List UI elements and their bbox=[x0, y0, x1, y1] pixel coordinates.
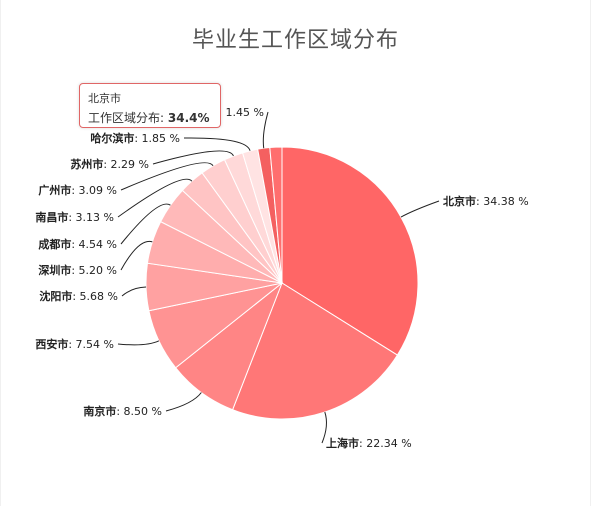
slice-label-3: 西安市: 7.54 % bbox=[35, 337, 114, 351]
leader-line-4 bbox=[121, 286, 147, 297]
pie-slice-12[interactable] bbox=[269, 146, 283, 284]
slice-label-4: 沈阳市: 5.68 % bbox=[39, 289, 118, 303]
leader-line-5 bbox=[120, 240, 153, 271]
slice-label-2: 南京市: 8.50 % bbox=[83, 404, 162, 418]
leader-line-11 bbox=[262, 111, 269, 149]
leader-line-1 bbox=[321, 411, 327, 444]
slice-label-9: 苏州市: 2.29 % bbox=[70, 157, 149, 171]
leader-line-8 bbox=[120, 162, 214, 191]
tooltip-city: 北京市 bbox=[88, 92, 121, 105]
slice-label-6: 成都市: 4.54 % bbox=[38, 237, 117, 251]
tooltip-series-label: 工作区域分布: bbox=[88, 111, 165, 125]
tooltip: 北京市 工作区域分布: 34.4% bbox=[79, 83, 221, 128]
leader-line-6 bbox=[120, 203, 171, 245]
slice-label-7: 南昌市: 3.13 % bbox=[35, 210, 114, 224]
leader-line-0 bbox=[400, 200, 440, 218]
tooltip-row: 工作区域分布: 34.4% bbox=[88, 109, 212, 126]
tooltip-value: 34.4% bbox=[167, 111, 210, 125]
slice-label-5: 深圳市: 5.20 % bbox=[38, 263, 117, 277]
slice-label-1: 上海市: 22.34 % bbox=[326, 436, 412, 450]
slice-label-10: 哈尔滨市: 1.85 % bbox=[90, 131, 180, 145]
leader-line-9 bbox=[152, 150, 234, 165]
slice-label-11: 1.45 % bbox=[226, 106, 264, 119]
chart-title: 毕业生工作区域分布 bbox=[191, 28, 399, 53]
leader-line-10 bbox=[183, 137, 251, 152]
slice-label-8: 广州市: 3.09 % bbox=[38, 183, 117, 197]
slice-label-0: 北京市: 34.38 % bbox=[443, 194, 529, 208]
leader-line-7 bbox=[117, 178, 193, 218]
leader-line-2 bbox=[165, 392, 202, 412]
leader-line-3 bbox=[117, 340, 160, 346]
